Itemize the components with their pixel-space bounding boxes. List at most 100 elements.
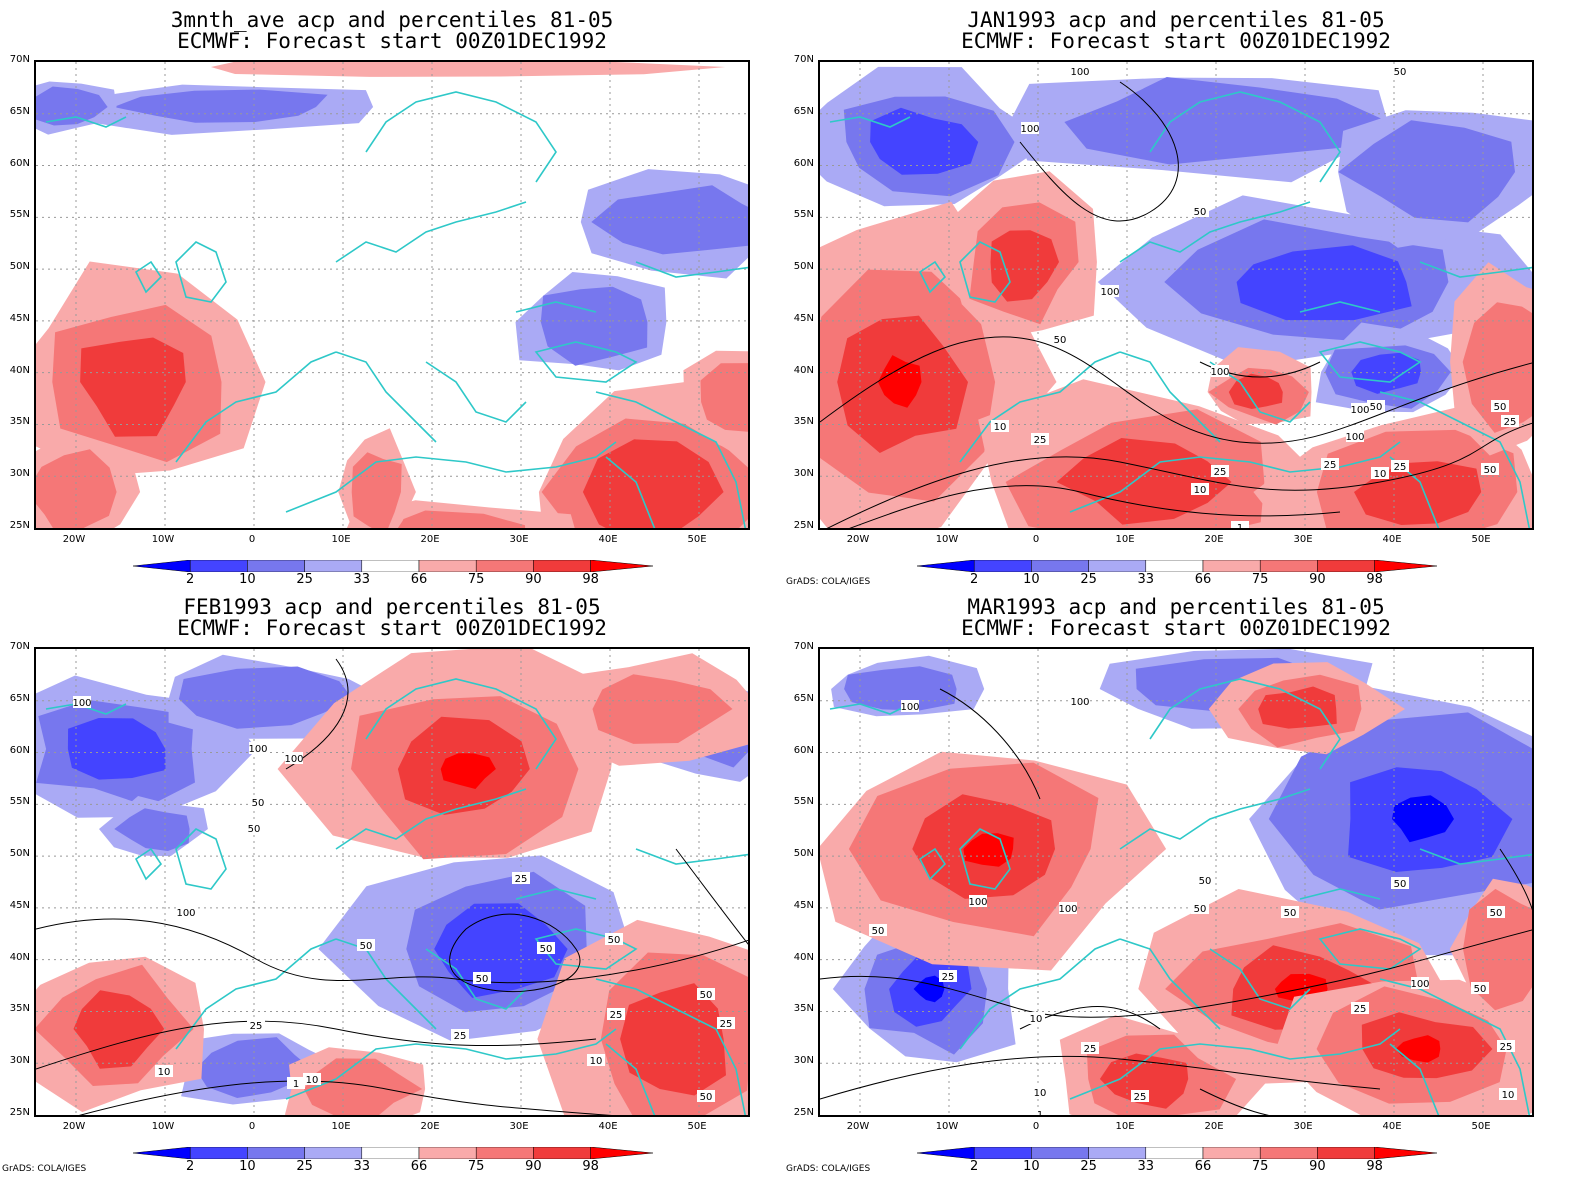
colorbar-swatch (1259, 560, 1318, 572)
contour-label-background (1491, 400, 1509, 412)
contour-label: 100 (284, 754, 303, 765)
contour-label-background (1391, 460, 1409, 472)
coastline (365, 678, 557, 770)
grads-credit: GrADS: COLA/IGES (786, 577, 871, 587)
colorbar-label: 90 (525, 1159, 542, 1174)
grads-credit: GrADS: COLA/IGES (786, 1164, 871, 1174)
low-percentile-region (36, 86, 108, 126)
colorbar-label: 25 (1080, 572, 1097, 587)
high-percentile-region (80, 337, 186, 437)
colorbar-label: 98 (1366, 572, 1383, 587)
contour-label: 1 (1037, 1110, 1043, 1115)
longitude-label: 20W (846, 534, 870, 545)
longitude-label: 20E (1204, 534, 1224, 545)
contour-label: 50 (1490, 908, 1503, 919)
contour-label-background (605, 933, 623, 945)
contour-label: 10 (1502, 1090, 1515, 1101)
colorbar-swatch (475, 1147, 534, 1159)
contour-label: 50 (1284, 908, 1297, 919)
colorbar-swatch (304, 560, 363, 572)
contour-label: 100 (968, 897, 987, 908)
contour-label: 1 (1237, 523, 1243, 528)
contour-label-background (1487, 906, 1505, 918)
contour-label-background (1191, 205, 1209, 217)
climatology-contour (849, 485, 1341, 528)
coastline (335, 201, 527, 263)
colorbar-swatch (418, 1147, 477, 1159)
contour-label-background (1031, 1108, 1049, 1115)
coastline (134, 260, 163, 294)
low-percentile-region (434, 903, 568, 998)
coastline (1119, 788, 1311, 850)
panel-subtitle: ECMWF: Forecast start 00Z01DEC1992 (961, 29, 1391, 53)
colorbar-label: 98 (582, 572, 599, 587)
contour-label-background (512, 872, 530, 884)
high-percentile-region (210, 62, 726, 77)
latitude-label: 70N (9, 54, 30, 65)
colorbar-swatch (247, 1147, 305, 1159)
map-panel: MAR1993 acp and percentiles 81-05 ECMWF: … (784, 587, 1568, 1174)
contour-label: 10 (1034, 1088, 1047, 1099)
contour-label: 10 (1030, 1014, 1043, 1025)
colorbar-swatch (361, 1147, 420, 1159)
contour-label: 100 (248, 744, 267, 755)
longitude-label: 10E (331, 1121, 351, 1132)
contour-label: 100 (1070, 697, 1089, 708)
coastline (175, 828, 227, 890)
contour-label-background (1471, 982, 1489, 994)
colorbar-label: 2 (970, 1159, 979, 1174)
colorbar-swatch (1259, 1147, 1318, 1159)
coastline (1119, 201, 1311, 263)
contour-label: 50 (1054, 335, 1067, 346)
longitude-label: 30E (509, 1121, 529, 1132)
coastline (1389, 1043, 1440, 1115)
coastline (1379, 391, 1531, 528)
low-percentile-region (114, 808, 190, 851)
colorbar-label: 10 (239, 1159, 256, 1174)
contour-label: 25 (1214, 467, 1227, 478)
contour-label: 25 (1134, 1092, 1147, 1103)
latitude-label: 65N (9, 692, 30, 704)
map-panel: 3mnth_ave acp and percentiles 81-05 ECMWF… (0, 0, 784, 587)
latitude-label: 60N (9, 157, 30, 169)
low-percentile-region (844, 666, 957, 711)
contour-label: 25 (720, 1019, 733, 1030)
coastline (365, 91, 557, 183)
contour-label-background (177, 906, 195, 918)
contour-label: 100 (72, 698, 91, 709)
climatology-contour (1199, 1088, 1270, 1115)
colorbar-label: 75 (467, 1159, 485, 1174)
coastline (1209, 361, 1311, 423)
colorbar-label: 90 (1309, 1159, 1326, 1174)
longitude-label: 10W (151, 534, 175, 545)
colorbar-swatch (1374, 560, 1437, 572)
contour-label: 25 (942, 972, 955, 983)
panel-title: JAN1993 acp and percentiles 81-05 (967, 8, 1385, 32)
map-frame: 100 100 100 50 50 25 50 50 50 100 25 25 10 10 1 50 25 50 2… (34, 647, 750, 1117)
panel-subtitle: ECMWF: Forecast start 00Z01DEC1992 (961, 616, 1391, 640)
longitude-label: 20E (1204, 1121, 1224, 1132)
coastline (175, 241, 227, 303)
longitude-label: 10E (1115, 534, 1135, 545)
coastline (175, 938, 337, 1050)
colorbar-label: 10 (239, 572, 256, 587)
climatology-contour (675, 848, 748, 945)
low-percentile-region (540, 286, 648, 366)
latitude-label: 40N (9, 364, 30, 376)
contour-label-background (1027, 1012, 1045, 1024)
contour-label-background (1196, 874, 1214, 886)
contour-label: 25 (1354, 1004, 1367, 1015)
contour-label: 100 (1100, 287, 1119, 298)
colorbar-swatch (533, 560, 591, 572)
contour-label-background (1031, 1086, 1049, 1098)
contour-label-background (1351, 403, 1369, 415)
low-percentile-region (113, 89, 328, 123)
colorbar-label: 2 (186, 1159, 195, 1174)
coastline (1069, 441, 1401, 513)
latitude-label: 60N (793, 744, 814, 756)
colorbar-swatch (133, 560, 191, 572)
contour-label: 25 (1034, 435, 1047, 446)
contour-label: 50 (1484, 465, 1497, 476)
colorbar-swatch (1202, 1147, 1261, 1159)
coastline (1149, 678, 1341, 770)
